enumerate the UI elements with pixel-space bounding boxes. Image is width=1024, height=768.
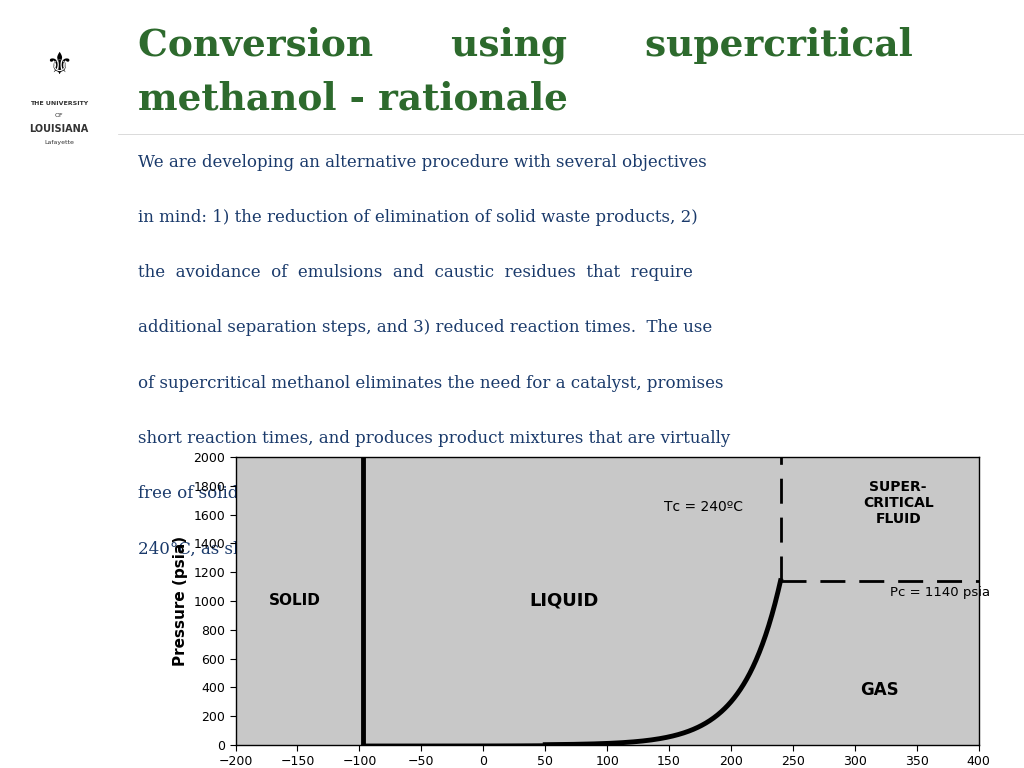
- Text: the  avoidance  of  emulsions  and  caustic  residues  that  require: the avoidance of emulsions and caustic r…: [137, 264, 692, 281]
- Text: Tᴄ = 240ºC: Tᴄ = 240ºC: [665, 501, 743, 515]
- Text: OF: OF: [54, 113, 63, 118]
- Text: LIQUID: LIQUID: [529, 592, 598, 610]
- Text: SUPER-
CRITICAL
FLUID: SUPER- CRITICAL FLUID: [863, 480, 934, 526]
- Text: GAS: GAS: [860, 681, 899, 699]
- Text: additional separation steps, and 3) reduced reaction times.  The use: additional separation steps, and 3) redu…: [137, 319, 712, 336]
- Text: 240°C, as shown in the diagram below (Fig. 3): 240°C, as shown in the diagram below (Fi…: [137, 541, 529, 558]
- Text: LOUISIANA: LOUISIANA: [30, 124, 88, 134]
- Y-axis label: Pressure (psia): Pressure (psia): [173, 536, 187, 666]
- Text: Lafayette: Lafayette: [44, 140, 74, 144]
- Text: THE UNIVERSITY: THE UNIVERSITY: [30, 101, 88, 106]
- Text: SOLID: SOLID: [269, 594, 321, 608]
- Text: free of solid residues. Methanol has a critical temperature of approx.: free of solid residues. Methanol has a c…: [137, 485, 721, 502]
- Text: We are developing an alternative procedure with several objectives: We are developing an alternative procedu…: [137, 154, 707, 170]
- Text: in mind: 1) the reduction of elimination of solid waste products, 2): in mind: 1) the reduction of elimination…: [137, 209, 697, 226]
- Text: short reaction times, and produces product mixtures that are virtually: short reaction times, and produces produ…: [137, 430, 730, 447]
- Text: Conversion      using      supercritical: Conversion using supercritical: [137, 27, 912, 65]
- Text: Pᴄ = 1140 psia: Pᴄ = 1140 psia: [890, 586, 989, 599]
- Text: methanol - rationale: methanol - rationale: [137, 81, 567, 118]
- Text: of supercritical methanol eliminates the need for a catalyst, promises: of supercritical methanol eliminates the…: [137, 375, 723, 392]
- Text: ⚜: ⚜: [45, 51, 73, 80]
